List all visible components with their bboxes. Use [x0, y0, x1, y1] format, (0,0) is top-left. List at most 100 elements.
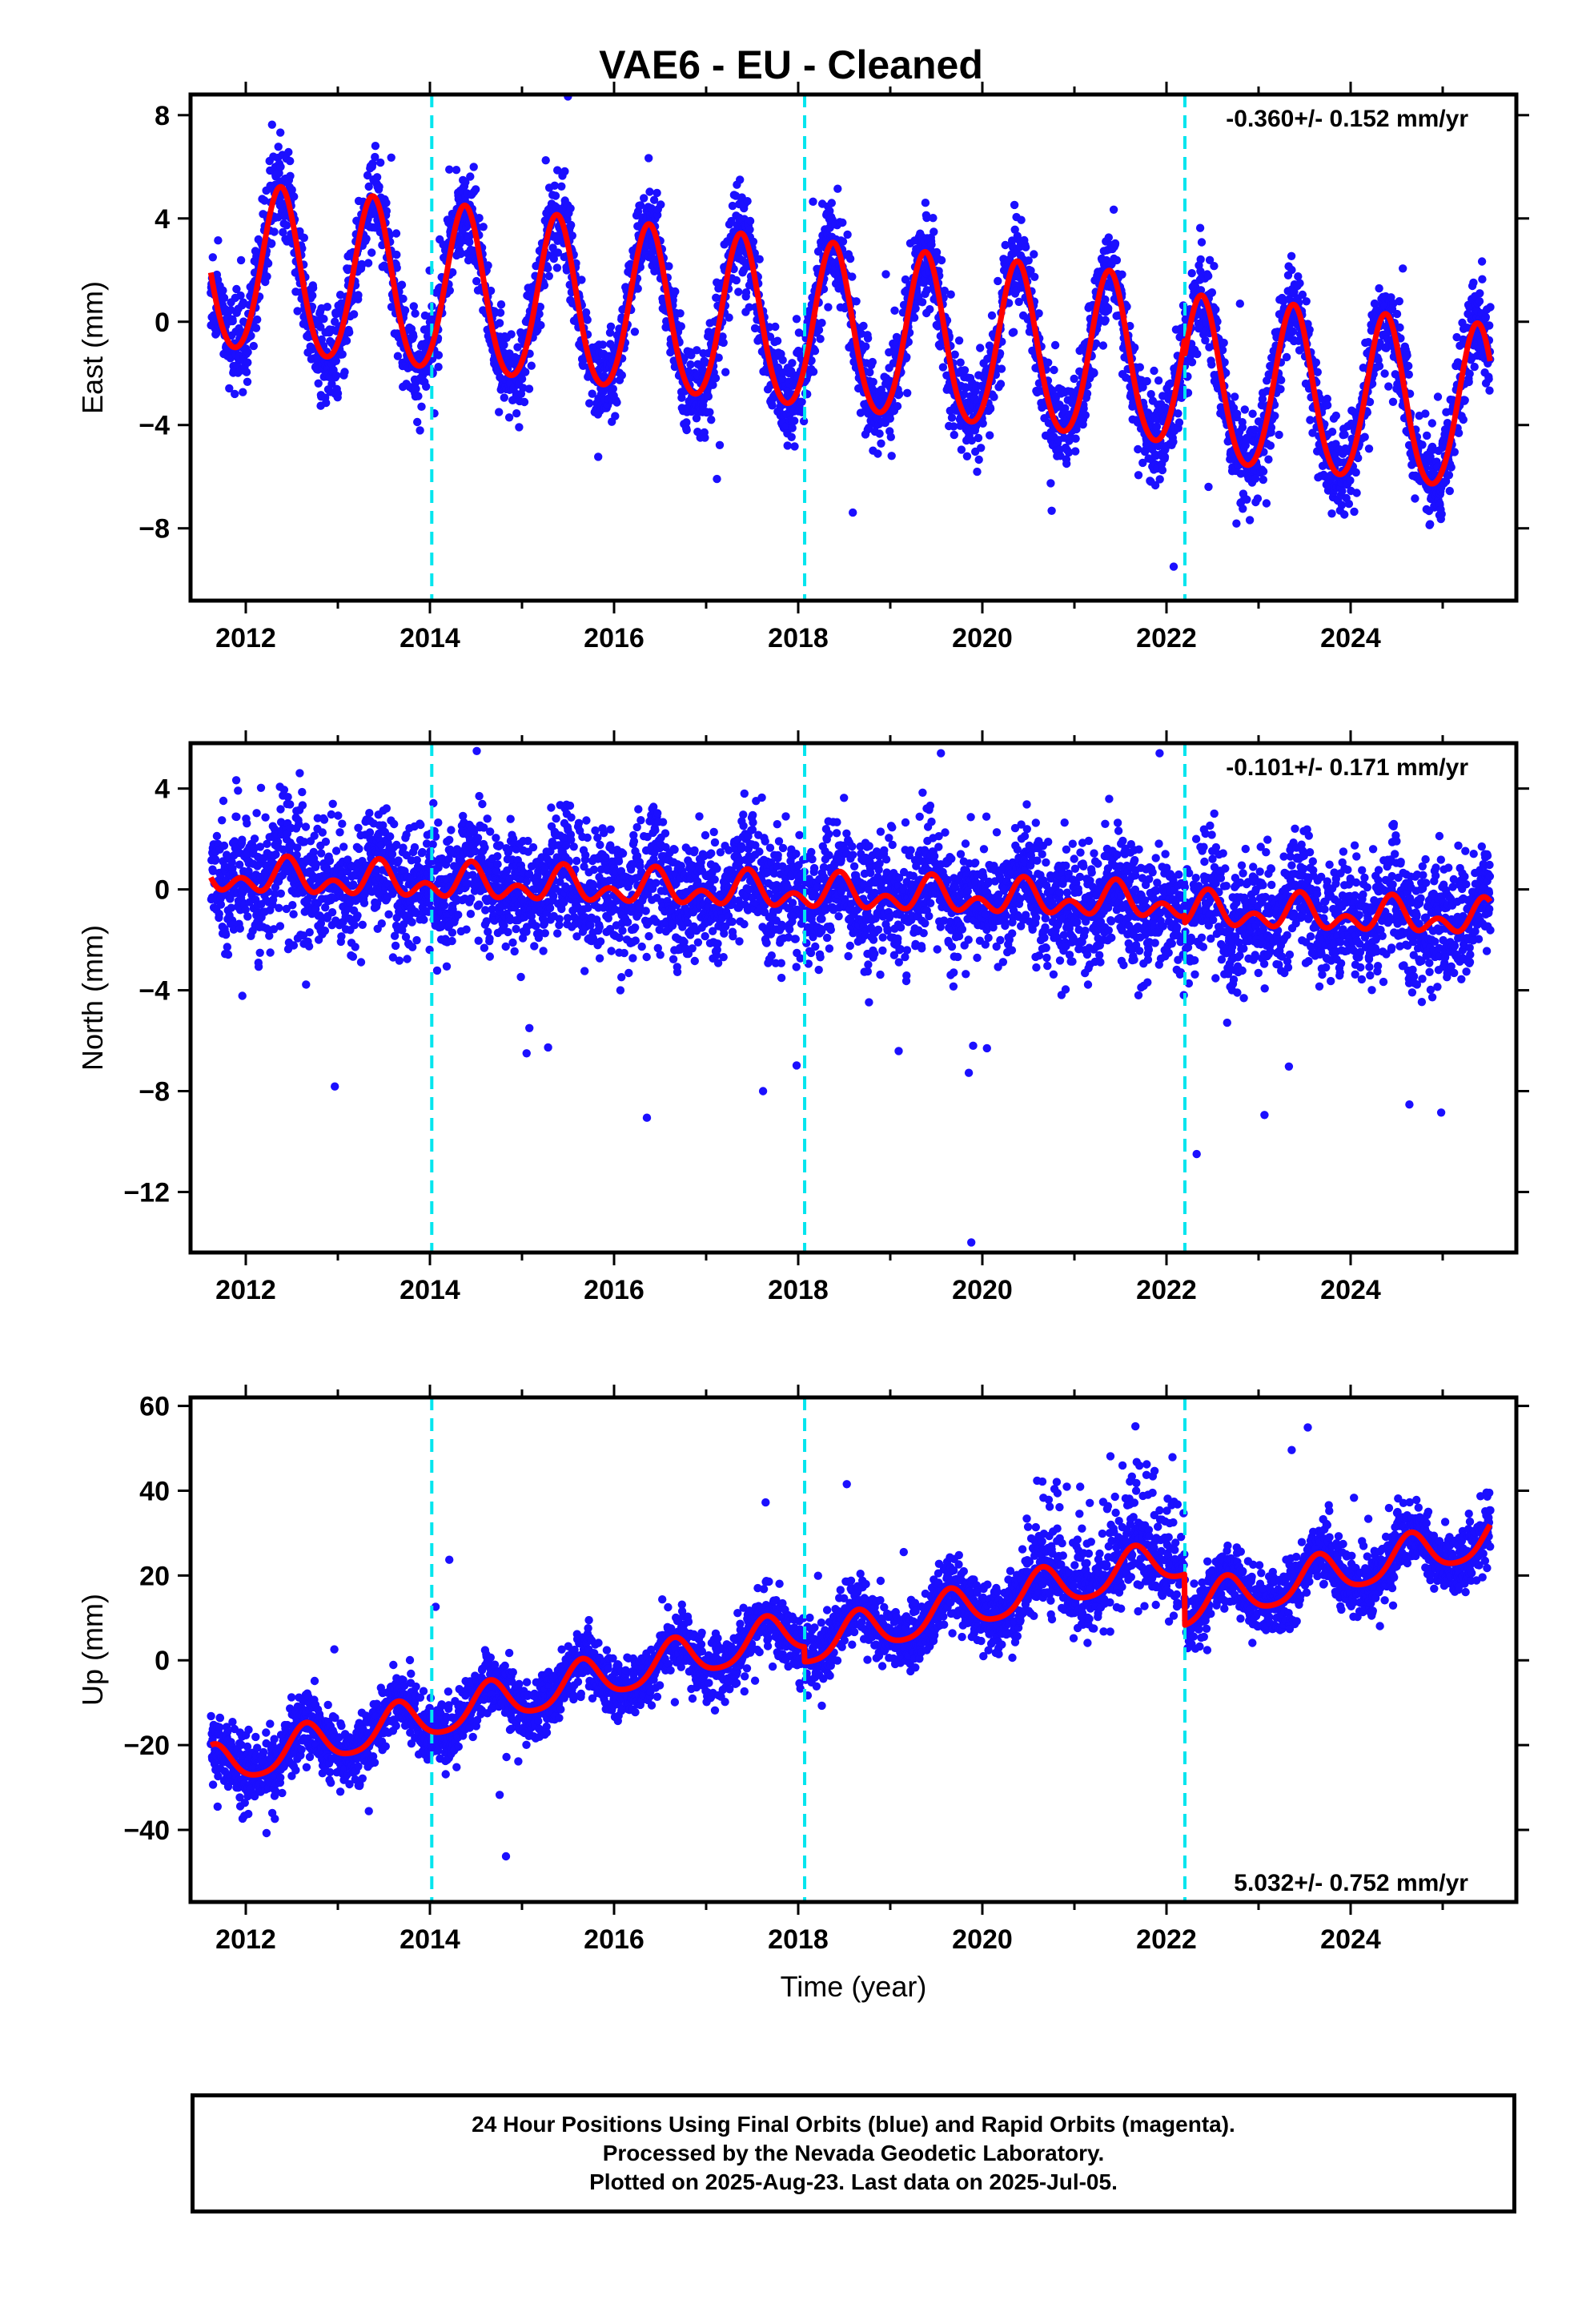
data-point — [317, 335, 326, 344]
data-point — [1481, 312, 1491, 322]
data-point — [416, 426, 424, 435]
data-point — [494, 367, 503, 376]
y-axis-label: East (mm) — [76, 281, 109, 414]
data-point — [1022, 243, 1030, 251]
data-point — [1445, 486, 1455, 496]
data-point — [1327, 509, 1336, 518]
data-point — [304, 942, 314, 951]
data-point — [1219, 338, 1228, 348]
data-point — [375, 183, 383, 191]
data-point — [362, 234, 371, 243]
data-point — [1071, 447, 1080, 456]
panel-east: 2012 2014 2016 2018 2020 2022 2024−8−4048East … — [76, 82, 1529, 653]
data-point — [391, 229, 401, 238]
data-point — [234, 786, 243, 795]
data-point — [232, 284, 241, 294]
data-point — [787, 432, 796, 441]
data-point — [885, 414, 895, 423]
data-point — [331, 371, 341, 380]
data-point — [816, 335, 825, 344]
data-point — [301, 822, 311, 831]
data-point — [382, 199, 391, 207]
data-point — [223, 950, 233, 959]
data-point — [917, 298, 927, 307]
data-point — [809, 197, 817, 206]
data-point — [715, 440, 725, 449]
data-point — [1437, 509, 1446, 519]
data-point — [1243, 495, 1251, 504]
data-point — [243, 348, 252, 356]
data-point — [1475, 297, 1484, 306]
data-point — [865, 368, 874, 377]
data-point — [500, 340, 508, 349]
data-point — [640, 194, 648, 203]
data-points — [207, 746, 1495, 1247]
data-point — [276, 805, 285, 814]
data-point — [276, 128, 285, 137]
data-point — [371, 152, 379, 162]
data-point — [792, 315, 801, 324]
data-point — [500, 393, 508, 402]
data-point — [243, 377, 252, 386]
data-point — [1193, 349, 1202, 359]
data-point — [231, 776, 241, 785]
data-point — [1395, 297, 1404, 306]
data-point — [1295, 279, 1304, 287]
data-point — [1421, 409, 1430, 418]
data-point — [745, 225, 754, 234]
data-point — [1380, 369, 1389, 378]
data-point — [235, 924, 244, 933]
plot-area — [207, 743, 1495, 1252]
data-point — [833, 184, 842, 193]
data-point — [1009, 328, 1018, 336]
data-point — [895, 389, 904, 399]
data-point — [1259, 475, 1268, 485]
data-point — [827, 199, 837, 207]
data-point — [773, 336, 782, 345]
data-point — [1287, 265, 1296, 275]
data-point — [677, 322, 685, 331]
data-point — [479, 223, 488, 231]
data-point — [267, 239, 276, 248]
data-point — [552, 263, 562, 272]
data-point — [734, 287, 743, 296]
data-point — [1204, 271, 1213, 280]
data-point — [461, 178, 470, 187]
data-point — [316, 323, 325, 332]
data-point — [838, 218, 847, 227]
data-point — [973, 467, 982, 476]
y-tick-label: 0 — [155, 308, 170, 338]
data-point — [238, 991, 247, 1000]
data-point — [371, 142, 380, 151]
data-point — [247, 332, 255, 340]
data-point — [495, 408, 504, 416]
data-point — [409, 332, 418, 341]
data-point — [472, 276, 481, 286]
data-point — [1232, 409, 1242, 418]
data-point — [1465, 369, 1474, 378]
data-point — [814, 325, 824, 335]
data-point — [927, 240, 936, 249]
data-point — [1155, 475, 1164, 484]
data-point — [1154, 376, 1163, 385]
data-point — [577, 275, 586, 284]
data-point — [1360, 432, 1369, 441]
data-point — [464, 255, 473, 265]
data-point — [736, 175, 745, 184]
data-point — [974, 455, 983, 464]
data-point — [314, 379, 323, 388]
data-point — [1210, 262, 1219, 271]
data-point — [293, 307, 302, 316]
data-point — [950, 430, 959, 440]
data-point — [305, 928, 314, 937]
data-point — [994, 276, 1002, 286]
data-point — [1158, 465, 1167, 475]
data-point — [270, 227, 279, 236]
data-point — [938, 363, 948, 372]
data-point — [1350, 507, 1359, 517]
data-point — [1264, 455, 1273, 464]
data-point — [977, 444, 986, 452]
data-point — [1231, 392, 1239, 401]
data-point — [260, 196, 269, 205]
